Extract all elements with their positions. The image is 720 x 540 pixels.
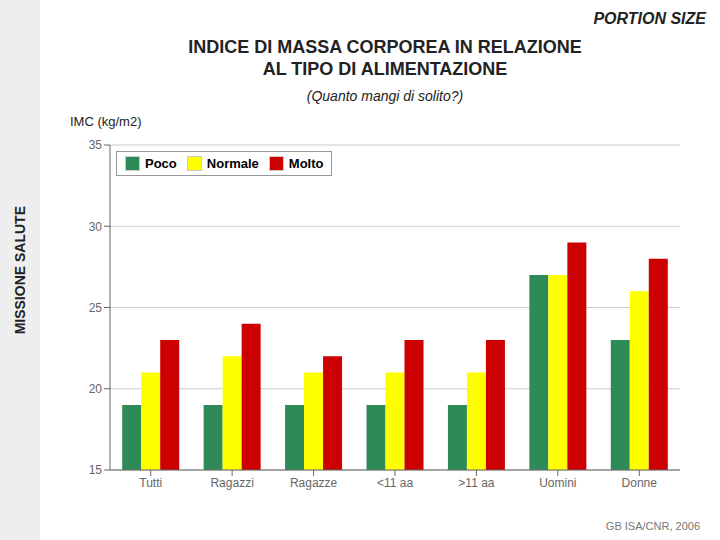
svg-text:35: 35 (89, 138, 103, 152)
svg-text:Donne: Donne (622, 476, 658, 490)
html-text:IMC (kg/m2): IMC (kg/m2) (70, 114, 142, 129)
html-text:(Quanto mangi di solito?): (Quanto mangi di solito?) (306, 88, 464, 104)
html-text:Normale: Normale (206, 156, 259, 171)
svg-text:30: 30 (89, 220, 103, 234)
svg-text:25: 25 (89, 301, 103, 315)
svg-text:Ragazze: Ragazze (290, 476, 338, 490)
svg-text:20: 20 (89, 382, 103, 396)
html-text:Poco: Poco (145, 156, 177, 171)
html-text:INDICE DI MASSA CORPOREA IN RE: INDICE DI MASSA CORPOREA IN RELAZIONE (188, 37, 582, 57)
svg-text:15: 15 (89, 463, 103, 477)
html-text:GB ISA/CNR, 2006: GB ISA/CNR, 2006 (605, 520, 700, 532)
svg-text:Uomini: Uomini (539, 476, 576, 490)
svg-text:<11 aa: <11 aa (377, 476, 413, 490)
svg-text:Tutti: Tutti (139, 476, 162, 490)
html-text:Molto: Molto (288, 156, 324, 171)
html-text:PORTION SIZE: PORTION SIZE (593, 10, 706, 27)
svg-text:Ragazzi: Ragazzi (210, 476, 253, 490)
html-text:AL TIPO DI ALIMENTAZIONE: AL TIPO DI ALIMENTAZIONE (262, 59, 508, 79)
html-text:MISSIONE SALUTE: MISSIONE SALUTE (12, 205, 28, 335)
svg-text:>11 aa: >11 aa (458, 476, 494, 490)
